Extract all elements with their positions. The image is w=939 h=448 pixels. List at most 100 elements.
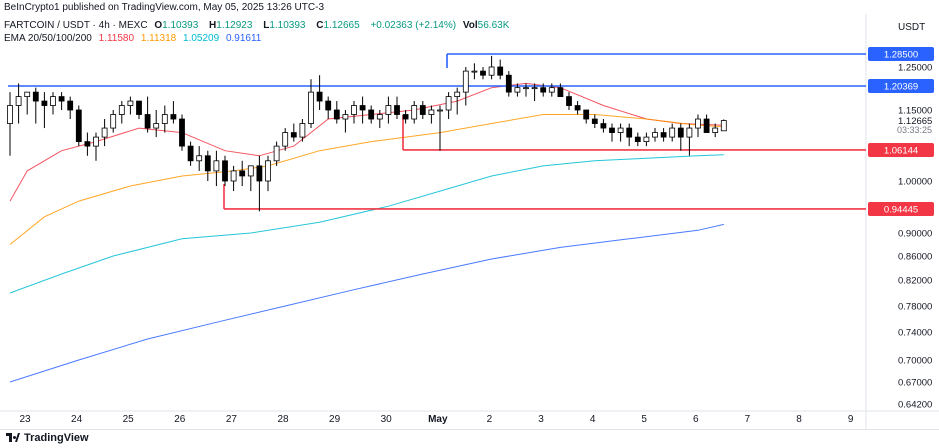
bar-countdown: 03:33:25 [897,125,933,135]
candle-body [127,100,134,106]
candle [282,128,289,151]
candle [50,92,56,115]
ema20-line [9,82,724,202]
candle [213,150,220,187]
candle-body [428,109,435,115]
candle-body [273,145,280,162]
candle-body [213,160,220,172]
candle [548,83,555,97]
candle [677,123,684,151]
x-tick-label: 8 [796,414,802,425]
ema200-value: 0.91611 [225,33,262,44]
candle-body [402,114,409,120]
candle-body [540,87,547,93]
candle-body [514,87,521,93]
candle-body [187,145,194,162]
ema100-line [9,154,724,294]
candle-body [471,70,478,73]
candle [505,71,512,97]
candle [204,150,211,181]
candle [187,141,194,166]
candle [127,96,134,115]
x-tick-label: 29 [329,414,341,425]
candle [394,96,400,120]
x-tick-label: 2 [487,414,493,425]
candle [626,123,633,147]
candle [342,110,349,133]
current-price-label: 1.12665 [898,116,932,127]
candle [93,132,99,161]
y-tick-label: 0.86000 [898,252,932,263]
candle-body [600,123,607,129]
candle-body [110,114,117,129]
candle-body [497,66,504,76]
candle [230,165,237,192]
footer-bar [0,429,939,448]
candle-body [256,165,263,182]
ema20-value: 1.11580 [98,33,135,44]
candle-body [368,109,375,120]
candle-body [454,91,461,97]
candle [703,114,710,133]
candle [376,110,383,129]
candle [566,92,572,110]
candle [67,96,74,120]
candle-body [290,132,297,138]
candle [256,155,263,212]
candle-body [161,114,168,124]
x-tick-label: 25 [123,414,135,425]
candle-body [695,118,701,129]
candle-body [50,96,56,106]
ohlc-change: +0.02363 (+2.14%) [370,20,457,31]
candle [118,101,125,124]
candle-body [480,70,486,76]
symbol-label[interactable]: FARTCOIN / USDT · 4h · MEXC [4,20,148,31]
candle-body [333,109,340,120]
candle-body [720,120,727,132]
currency-label[interactable]: USDT [898,22,926,33]
candle-body [41,100,48,106]
candle [222,155,228,187]
candle-body [445,96,452,111]
candle-body [230,170,237,182]
candle-body [660,132,667,138]
level-price-tag [868,142,934,157]
candle-body [437,109,443,112]
candle-body [677,127,684,138]
candle-body [609,127,615,133]
candle-body [342,114,349,120]
candle [634,132,641,147]
candle-body [617,127,624,133]
x-tick-label: 26 [174,414,186,425]
candle [359,96,366,124]
candle-body [153,123,160,129]
candle [695,114,701,138]
y-tick-label: 0.78000 [898,302,932,313]
ema-label[interactable]: EMA 20/50/100/200 [4,33,92,44]
candle [110,110,117,133]
candle-body [316,91,323,102]
candle [488,55,495,80]
candle [24,91,31,115]
candle-body [359,105,366,111]
y-tick-label: 0.82000 [898,276,932,287]
candle-body [32,91,39,102]
candle-body [669,127,676,138]
candle [32,87,39,124]
candle [265,155,271,192]
tradingview-logo-icon [6,433,20,442]
tradingview-brand[interactable]: TradingView [6,432,89,444]
candle [161,105,168,133]
x-tick-label: 7 [745,414,751,425]
ohlc-legend: FARTCOIN / USDT · 4h · MEXC O1.10393 H1.… [4,20,517,31]
candle [531,83,538,102]
candle-body [24,91,31,97]
candle [609,123,615,142]
candle [557,83,564,97]
candle-body [170,114,177,120]
candle-body [84,141,91,147]
y-tick-label: 1.00000 [898,177,932,188]
candle [720,119,727,132]
candle-body [376,114,383,120]
